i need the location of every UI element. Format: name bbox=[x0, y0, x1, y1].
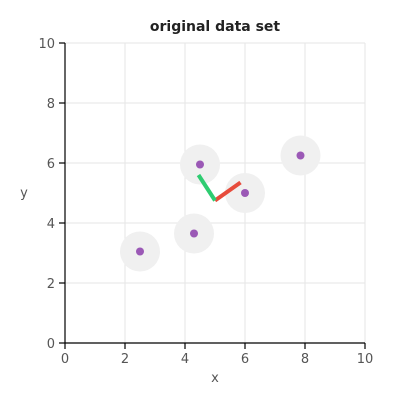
component-vector-green bbox=[196, 173, 217, 202]
x-tick-label: 8 bbox=[301, 352, 309, 367]
data-point bbox=[136, 247, 144, 256]
data-points bbox=[136, 151, 305, 256]
x-tick-label: 4 bbox=[181, 352, 189, 367]
x-tick-label: 2 bbox=[121, 352, 129, 367]
component-vectors bbox=[196, 173, 242, 203]
y-axis-ticks: 0 2 4 6 8 10 bbox=[38, 37, 65, 352]
y-tick-label: 6 bbox=[47, 157, 55, 172]
grid bbox=[64, 42, 366, 344]
x-axis-label: x bbox=[211, 371, 219, 386]
component-vector-red bbox=[213, 180, 242, 203]
x-tick-label: 0 bbox=[61, 352, 69, 367]
axes bbox=[64, 43, 365, 344]
y-tick-label: 10 bbox=[38, 37, 55, 52]
data-point bbox=[190, 229, 198, 238]
x-tick-label: 10 bbox=[357, 352, 374, 367]
x-axis-ticks: 0 2 4 6 8 10 bbox=[61, 343, 373, 367]
data-point bbox=[241, 189, 249, 197]
y-tick-label: 8 bbox=[47, 97, 55, 112]
y-tick-label: 0 bbox=[47, 337, 55, 352]
x-tick-label: 6 bbox=[241, 352, 249, 367]
data-point bbox=[296, 151, 305, 160]
data-point bbox=[196, 160, 204, 169]
point-halos bbox=[120, 135, 321, 272]
y-tick-label: 2 bbox=[47, 277, 55, 292]
chart-title: original data set bbox=[150, 19, 281, 35]
y-axis-label: y bbox=[20, 186, 28, 201]
y-tick-label: 4 bbox=[47, 217, 55, 232]
